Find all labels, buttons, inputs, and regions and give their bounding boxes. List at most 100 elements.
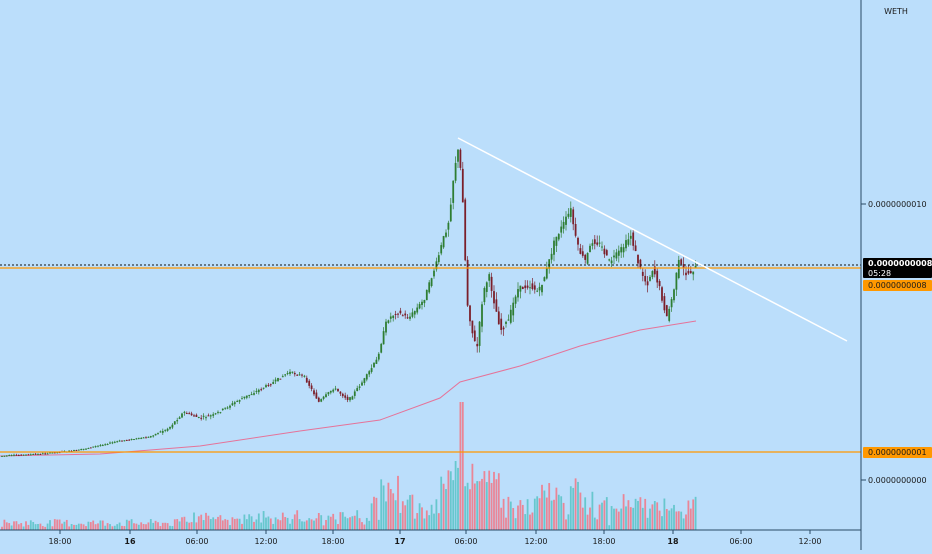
candle-body: [68, 450, 71, 452]
volume-bar: [154, 520, 157, 530]
volume-bar: [385, 501, 387, 530]
candle-body: [262, 387, 265, 389]
candle-body: [176, 420, 179, 422]
time-label: 12:00: [254, 537, 277, 546]
volume-bar: [663, 498, 666, 530]
volume-bar: [545, 497, 548, 530]
candle-body: [29, 454, 32, 456]
candle-body: [692, 271, 695, 275]
volume-bar: [188, 522, 191, 530]
volume-bar: [205, 512, 207, 530]
candle-body: [133, 439, 135, 441]
volume-bar: [694, 496, 697, 530]
candle-body: [269, 384, 272, 386]
candle-body: [137, 437, 140, 439]
volume-bar: [493, 471, 495, 530]
volume-bar: [339, 512, 342, 530]
candle-body: [219, 412, 222, 414]
candle-body: [305, 377, 308, 383]
volume-bar: [293, 514, 296, 530]
candle-body: [497, 311, 500, 325]
volume-bar: [61, 523, 63, 530]
candle-body: [536, 290, 539, 292]
candle-body: [603, 248, 606, 255]
volume-bar: [682, 518, 685, 530]
candle-body: [411, 312, 414, 317]
volume-bar: [627, 500, 630, 530]
candle-body: [89, 447, 92, 449]
volume-bar: [313, 520, 315, 530]
candle-body: [32, 454, 35, 456]
volume-bar: [673, 504, 675, 530]
candle-body: [469, 305, 471, 322]
candle-body: [373, 362, 375, 368]
volume-bar: [284, 517, 287, 530]
volume-bar: [509, 501, 512, 530]
volume-bar: [668, 510, 671, 530]
candle-body: [377, 353, 380, 360]
trendline[interactable]: [457, 137, 848, 342]
candle-body: [128, 439, 131, 441]
candle-body: [663, 296, 666, 311]
volume-bar: [10, 525, 13, 530]
volume-bar: [15, 521, 18, 530]
candle-body: [363, 378, 366, 383]
candle-body: [531, 283, 534, 289]
volume-bar: [661, 516, 663, 530]
candle-body: [289, 371, 291, 374]
candle-body: [22, 454, 25, 456]
candle-body: [634, 245, 637, 252]
time-label: 06:00: [185, 537, 208, 546]
candle-body: [632, 232, 635, 246]
candle-body: [567, 213, 570, 217]
volume-bar: [332, 513, 335, 530]
volume-bar: [291, 519, 294, 530]
candle-body: [56, 452, 59, 454]
candle-body: [481, 304, 483, 327]
volume-bar: [620, 508, 623, 530]
candle-body: [661, 287, 663, 301]
candle-body: [675, 272, 678, 290]
volume-bar: [586, 514, 589, 530]
candle-body: [418, 304, 421, 309]
volume-bar: [106, 523, 109, 530]
time-label: 17: [394, 537, 405, 546]
volume-bar: [425, 510, 428, 530]
volume-bar: [51, 526, 54, 530]
volume-bar: [58, 519, 61, 530]
candle-body: [608, 259, 611, 261]
candle-body: [308, 380, 311, 386]
candle-body: [37, 453, 39, 455]
volume-bar: [526, 499, 529, 530]
price-axis[interactable]: 0.0000000010 0.0000000000 0.0000000008 0…: [861, 200, 932, 485]
orange-tag-lower-value: 0.0000000001: [868, 448, 927, 457]
volume-bar: [49, 520, 51, 530]
candle-body: [310, 385, 313, 390]
volume-bar: [574, 478, 577, 530]
candle-body: [53, 452, 56, 454]
volume-bar: [598, 504, 601, 530]
candle-body: [49, 452, 51, 454]
candle-body: [562, 221, 565, 229]
candle-body: [529, 287, 531, 289]
volume-bar: [233, 518, 236, 530]
volume-bar: [428, 515, 431, 530]
candle-body: [245, 395, 248, 398]
volume-bar: [497, 473, 500, 530]
candle-body: [197, 416, 200, 418]
volume-bar: [473, 483, 476, 530]
volume-bar: [181, 517, 183, 530]
candle-body: [476, 343, 479, 347]
time-axis[interactable]: 18:00 16 06:00 12:00 18:00 17 06:00 12:00 18:00 1…: [48, 530, 822, 546]
candle-body: [656, 270, 659, 283]
volume-bar: [253, 521, 255, 530]
volume-bar: [593, 517, 596, 530]
volume-bar: [401, 501, 404, 530]
candle-body: [281, 376, 284, 378]
volume-bar: [219, 515, 222, 530]
candle-body: [565, 216, 567, 225]
volume-bar: [617, 511, 620, 530]
candle-body: [111, 442, 114, 444]
